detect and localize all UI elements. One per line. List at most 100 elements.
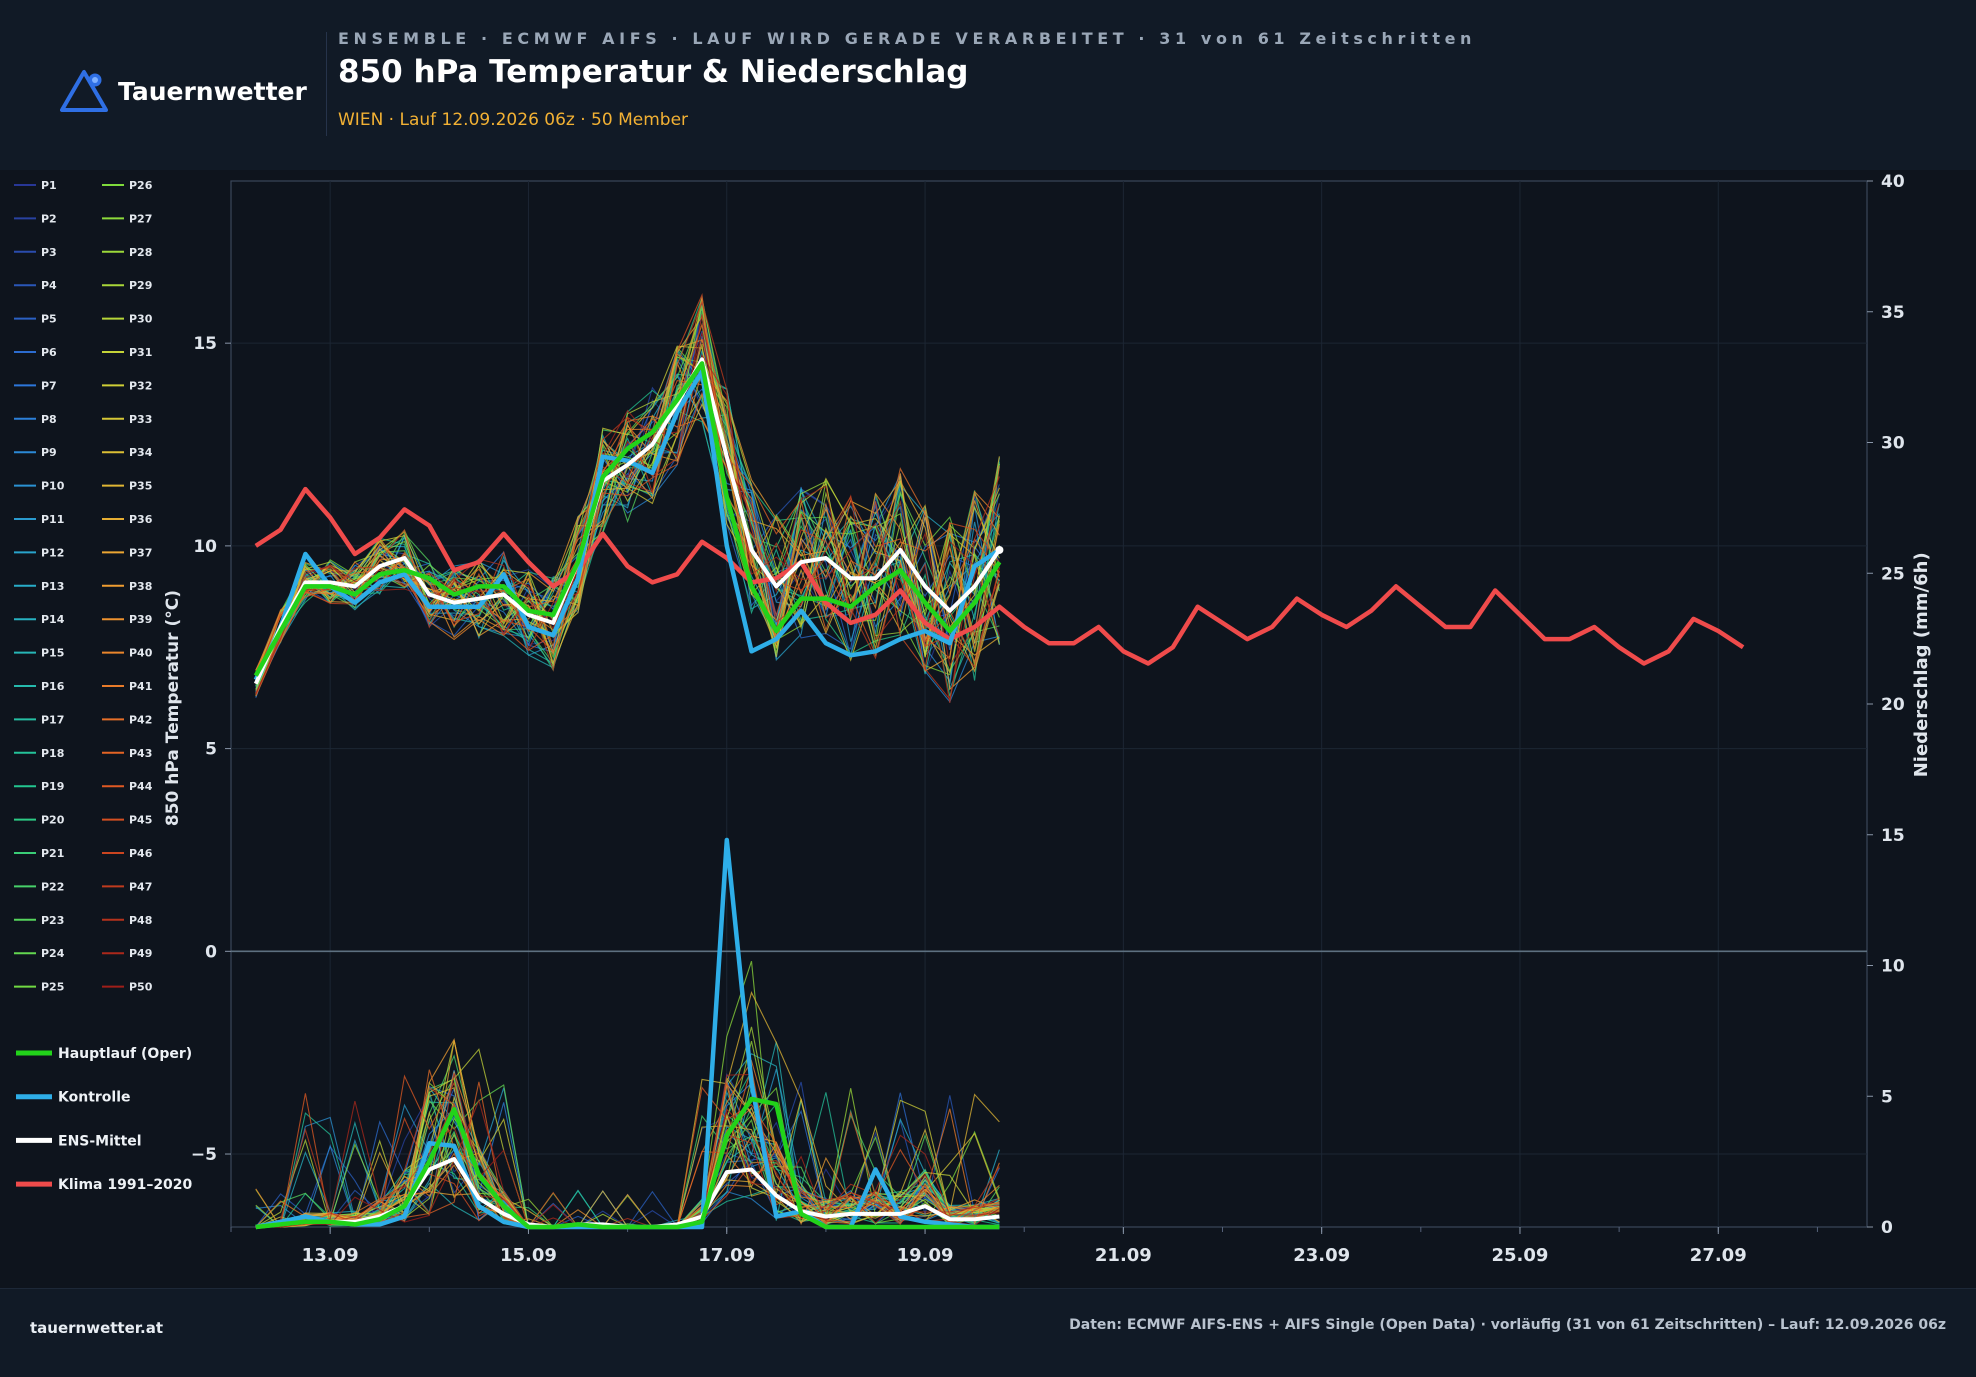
legend-label-p14: P14	[41, 613, 65, 626]
y-left-tick-label: 5	[205, 740, 217, 760]
legend-label-p40: P40	[129, 647, 153, 660]
mountain-logo-icon	[60, 70, 108, 112]
member-temp-line	[255, 354, 1000, 695]
kontrolle-temp-line	[253, 369, 1001, 681]
legend-label-p44: P44	[129, 780, 153, 793]
plot-frame	[230, 180, 1868, 1228]
legend-label-p8: P8	[41, 413, 57, 426]
legend-label-p18: P18	[41, 747, 64, 760]
legend-label-p4: P4	[41, 279, 57, 292]
legend-label-p39: P39	[129, 613, 152, 626]
legend-label-p28: P28	[129, 246, 152, 259]
legend-label-p16: P16	[41, 680, 65, 693]
y-left-tick-label: 0	[205, 942, 217, 962]
ensemble-chart: −5 0 5 10 15 0 5 10 15 20 25 30 35 40 13.09 15.09 17.09 1…	[14, 172, 1932, 1266]
member-temp-line	[255, 379, 1000, 678]
legend-label-p17: P17	[41, 713, 64, 726]
x-tick-label: 27.09	[1690, 1245, 1747, 1266]
legend-label-p41: P41	[129, 680, 152, 693]
y-right-tick-label: 35	[1881, 303, 1905, 323]
y-right-tick-label: 25	[1881, 564, 1905, 584]
legend-label-p10: P10	[41, 480, 65, 493]
x-tick-label: 25.09	[1492, 1245, 1549, 1266]
legend-label-p21: P21	[41, 847, 64, 860]
legend-label-p25: P25	[41, 981, 64, 994]
y-left-tick-label: 10	[193, 537, 217, 557]
legend-label-p46: P46	[129, 847, 153, 860]
legend-label-p37: P37	[129, 546, 152, 559]
y-right-tick-label: 40	[1881, 172, 1905, 192]
legend-label-p19: P19	[41, 780, 64, 793]
grid	[230, 180, 1868, 1228]
member-temp-line	[255, 322, 1000, 679]
legend-label-hauptlauf: Hauptlauf (Oper)	[58, 1046, 192, 1062]
member-temp-line	[255, 402, 1000, 685]
legend-label-p20: P20	[41, 814, 65, 827]
ens-mittel-temp-line	[253, 357, 1002, 685]
legend-label-kontrolle: Kontrolle	[58, 1090, 131, 1106]
klima-temp-line	[254, 486, 1745, 666]
header-divider	[326, 32, 327, 136]
legend-label-p48: P48	[129, 914, 152, 927]
member-temp-line	[255, 302, 1000, 692]
footer-source: Daten: ECMWF AIFS-ENS + AIFS Single (Ope…	[1069, 1317, 1946, 1333]
legend-label-p15: P15	[41, 647, 64, 660]
footer: tauernwetter.at Daten: ECMWF AIFS-ENS + …	[0, 1288, 1976, 1377]
y-right-tick-label: 0	[1881, 1218, 1893, 1238]
legend-label-p12: P12	[41, 546, 64, 559]
x-tick-label: 19.09	[897, 1245, 954, 1266]
legend-label-p22: P22	[41, 880, 64, 893]
x-tick-label: 15.09	[500, 1245, 557, 1266]
legend-label-p33: P33	[129, 413, 152, 426]
legend-label-p43: P43	[129, 747, 152, 760]
legend-label-p32: P32	[129, 379, 152, 392]
y-right-tick-label: 5	[1881, 1087, 1893, 1107]
legend-label-p24: P24	[41, 947, 65, 960]
x-tick-label: 13.09	[302, 1245, 359, 1266]
y-right-label: Niederschlag (mm/6h)	[1911, 552, 1932, 777]
member-temp-line	[255, 391, 1000, 678]
legend-label-p49: P49	[129, 947, 152, 960]
legend-label-ens-mittel: ENS-Mittel	[58, 1133, 142, 1149]
legend-label-p42: P42	[129, 713, 152, 726]
legend-label-p47: P47	[129, 880, 152, 893]
y-left-tick-label: 15	[193, 334, 217, 354]
legend-label-p6: P6	[41, 346, 57, 359]
legend-label-p13: P13	[41, 580, 64, 593]
footer-site[interactable]: tauernwetter.at	[30, 1319, 164, 1337]
y-right-tick-label: 20	[1881, 695, 1905, 715]
legend-label-p23: P23	[41, 914, 64, 927]
legend-label-p7: P7	[41, 379, 57, 392]
x-tick-label: 17.09	[698, 1245, 755, 1266]
member-temp-line	[255, 375, 1000, 687]
y-left-tick-label: −5	[191, 1145, 217, 1165]
member-temp-line	[255, 305, 1000, 696]
legend-label-p31: P31	[129, 346, 152, 359]
axes: −5 0 5 10 15 0 5 10 15 20 25 30 35 40 13.09 15.09 17.09 1…	[163, 172, 1932, 1266]
hauptlauf-precip-line	[255, 1096, 1000, 1230]
chart-area: −5 0 5 10 15 0 5 10 15 20 25 30 35 40 13.09 15.09 17.09 1…	[0, 170, 1976, 1288]
legend-label-p9: P9	[41, 446, 57, 459]
ens-mittel-end-marker	[995, 545, 1004, 554]
legend-label-p2: P2	[41, 212, 57, 225]
hauptlauf-temp-line	[253, 361, 1002, 677]
brand-name: Tauernwetter	[118, 76, 307, 106]
legend-label-p26: P26	[129, 179, 153, 192]
legend-label-p35: P35	[129, 480, 152, 493]
legend-label-p38: P38	[129, 580, 152, 593]
logo[interactable]: Tauernwetter	[60, 66, 307, 116]
legend-label-p34: P34	[129, 446, 153, 459]
main-series	[253, 357, 1745, 1230]
legend: P1 P2 P3 P4 P5 P6 P7 P8 P9 P10 P11 P12 P13 P14 P15 P16 P…	[14, 179, 193, 1193]
y-right-tick-label: 10	[1881, 957, 1905, 977]
x-tick-label: 21.09	[1095, 1245, 1152, 1266]
page-subtitle: WIEN · Lauf 12.09.2026 06z · 50 Member	[338, 110, 689, 130]
legend-label-p1: P1	[41, 179, 57, 192]
legend-label-p5: P5	[41, 313, 57, 326]
y-right-tick-label: 30	[1881, 434, 1905, 454]
legend-label-p3: P3	[41, 246, 57, 259]
legend-label-p36: P36	[129, 513, 153, 526]
y-right-tick-label: 15	[1881, 826, 1905, 846]
legend-label-p30: P30	[129, 313, 153, 326]
legend-label-p27: P27	[129, 212, 152, 225]
